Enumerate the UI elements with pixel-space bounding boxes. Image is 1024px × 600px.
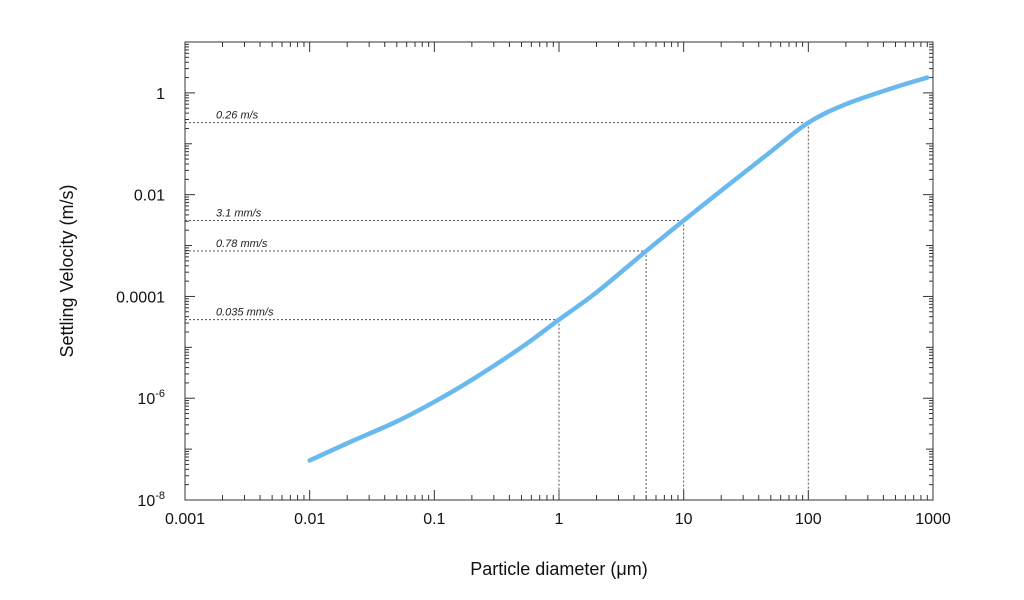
- annotation-label: 0.78 mm/s: [216, 238, 268, 250]
- x-tick-labels: 0.001 0.01 0.1 1 10 100 1000: [165, 511, 951, 528]
- y-tick-label: 0.0001: [116, 289, 165, 306]
- minor-ticks: [185, 42, 933, 500]
- series-layer: [307, 75, 930, 463]
- plot-frame: [184, 41, 934, 501]
- y-axis-title: Settling Velocity (m/s): [57, 184, 77, 357]
- x-tick-label: 0.001: [165, 511, 205, 528]
- x-tick-label: 1000: [915, 511, 951, 528]
- annotation-label: 0.035 mm/s: [216, 307, 274, 319]
- x-axis-title: Particle diameter (μm): [470, 559, 647, 579]
- guide-lines: [185, 122, 809, 500]
- y-tick-labels: 10-8 10-6 0.0001 0.01 1: [116, 86, 165, 510]
- y-tick-label: 1: [156, 86, 165, 103]
- settling-velocity-curve: [307, 75, 930, 463]
- y-tick-label: 0.01: [134, 188, 165, 205]
- x-tick-label: 0.1: [423, 511, 445, 528]
- annotation-labels: 0.035 mm/s 0.78 mm/s 3.1 mm/s 0.26 m/s: [216, 110, 274, 319]
- x-tick-label: 10: [675, 511, 693, 528]
- y-tick-label: 10-6: [137, 388, 165, 408]
- annotation-label: 0.26 m/s: [216, 110, 259, 122]
- major-ticks: [184, 41, 934, 501]
- x-tick-label: 1: [555, 511, 564, 528]
- x-tick-label: 0.01: [294, 511, 325, 528]
- x-tick-label: 100: [795, 511, 822, 528]
- y-tick-label: 10-8: [137, 490, 165, 510]
- annotation-label: 3.1 mm/s: [216, 208, 262, 220]
